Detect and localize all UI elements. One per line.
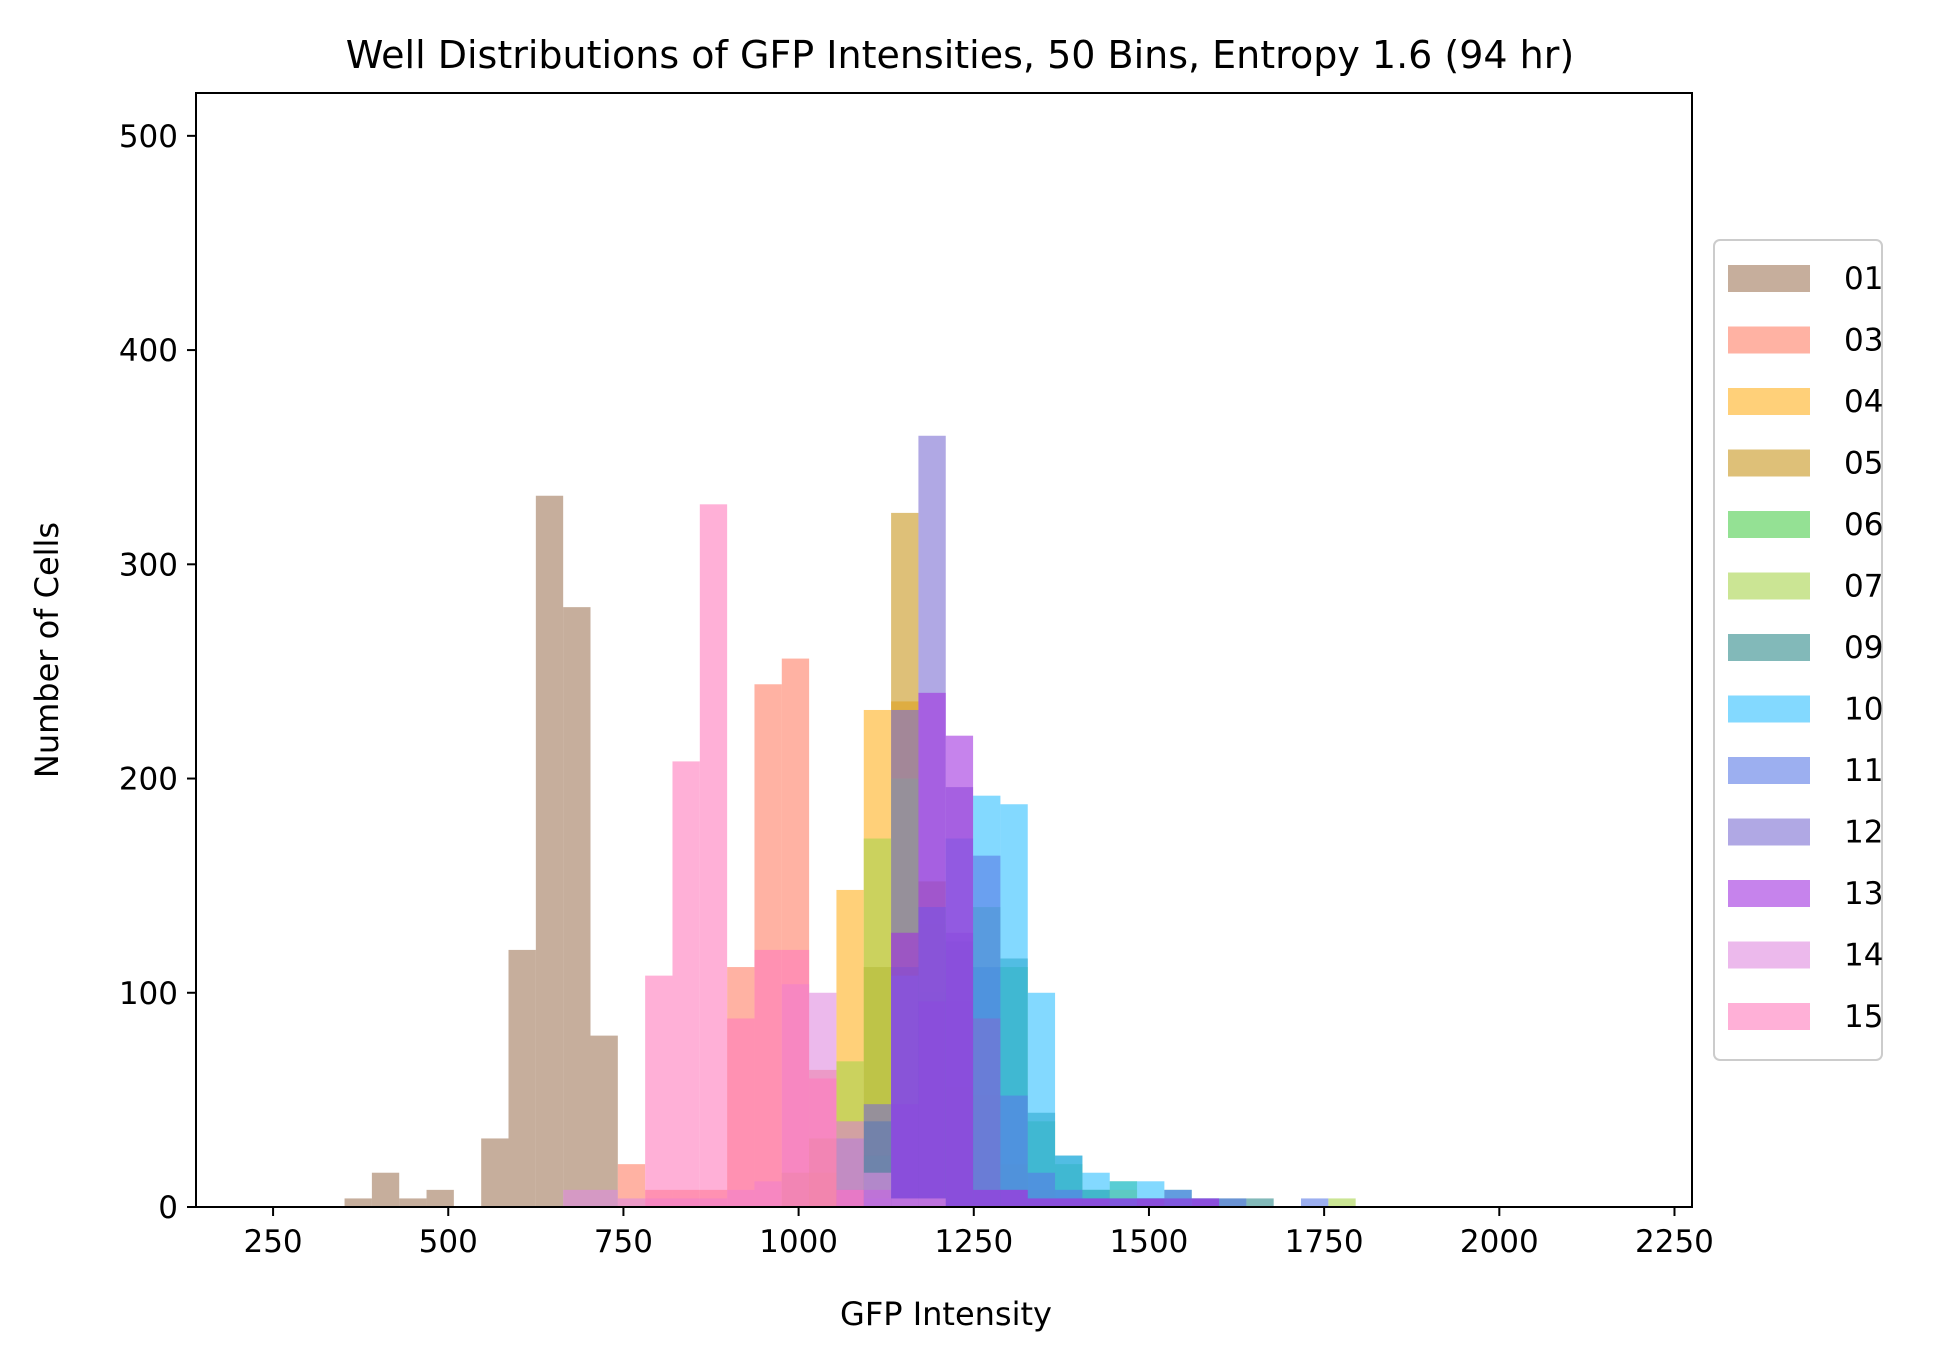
histogram-bar: [645, 975, 673, 1207]
legend-label: 01: [1844, 261, 1883, 297]
legend-swatch: [1728, 818, 1810, 846]
y-tick-label: 500: [119, 119, 178, 155]
histogram-bar: [891, 932, 919, 1207]
histogram-bar: [754, 949, 782, 1207]
legend-swatch: [1728, 449, 1810, 477]
x-tick-label: 750: [594, 1224, 653, 1260]
histogram-bar: [699, 504, 728, 1207]
legend-label: 05: [1844, 446, 1883, 482]
histogram-bar: [1000, 1189, 1028, 1207]
histogram-bar: [1027, 1198, 1056, 1207]
histogram-bar: [1219, 1198, 1247, 1207]
histogram-bar: [918, 1198, 946, 1207]
histogram-bar: [563, 1189, 591, 1207]
histogram-bar: [1082, 1198, 1110, 1207]
histogram-bar: [1055, 1198, 1083, 1207]
y-tick-label: 0: [158, 1190, 178, 1226]
legend-swatch: [1728, 1003, 1810, 1030]
x-tick-label: 1500: [1110, 1224, 1189, 1260]
x-tick-label: 1250: [934, 1224, 1013, 1260]
series-01: [344, 495, 618, 1207]
legend: 01 03 04 05 06 07 09 10 11 12 13 14 15: [1713, 239, 1883, 1061]
y-tick-label: 400: [119, 333, 178, 369]
legend-label: 06: [1844, 507, 1883, 543]
histogram-bar: [1191, 1198, 1220, 1207]
histogram-bar: [590, 1035, 618, 1207]
y-tick-label: 200: [119, 762, 178, 798]
histogram-bar: [809, 1078, 837, 1207]
x-axis-label: GFP Intensity: [840, 1295, 1052, 1333]
histogram-bar: [371, 1172, 400, 1207]
y-axis-label: Number of Cells: [28, 522, 66, 778]
legend-swatch: [1728, 388, 1810, 415]
histogram-bar: [344, 1198, 372, 1207]
legend-label: 04: [1844, 384, 1883, 420]
histogram-bar: [1246, 1198, 1274, 1207]
legend-swatch: [1728, 757, 1810, 784]
legend-swatch: [1728, 326, 1810, 354]
legend-swatch: [1728, 511, 1810, 538]
histogram-bar: [590, 1189, 618, 1207]
x-tick-label: 250: [243, 1224, 302, 1260]
histogram-bar: [891, 1198, 919, 1207]
histogram-bar: [973, 1018, 1001, 1207]
histogram-bar: [1027, 992, 1056, 1207]
legend-label: 15: [1844, 999, 1883, 1035]
histogram-bar: [836, 1189, 864, 1207]
x-tick-label: 500: [419, 1224, 478, 1260]
legend-label: 07: [1844, 569, 1883, 605]
histogram-bar: [563, 607, 591, 1207]
legend-label: 10: [1844, 692, 1883, 728]
histogram-bar: [1164, 1198, 1192, 1207]
histogram-bar: [973, 1189, 1001, 1207]
histogram-bar: [399, 1198, 427, 1207]
histogram-bar: [617, 1198, 646, 1207]
y-axis: 0 100 200 300 400 500: [119, 119, 196, 1226]
plot-bars: [344, 435, 1356, 1207]
histogram-bar: [672, 761, 700, 1207]
histogram-bar: [1328, 1198, 1356, 1207]
legend-swatch: [1728, 634, 1810, 661]
plot-frame: [195, 92, 1693, 1208]
legend-label: 11: [1844, 753, 1883, 789]
legend-label: 13: [1844, 876, 1883, 912]
chart-title: Well Distributions of GFP Intensities, 5…: [346, 33, 1574, 77]
histogram-bar: [1109, 1198, 1138, 1207]
histogram-bar: [508, 949, 536, 1207]
y-tick-label: 100: [119, 976, 178, 1012]
x-tick-label: 1000: [759, 1224, 838, 1260]
x-axis: 250 500 750 1000 1250 1500 1750 2000 2250: [243, 1207, 1714, 1260]
legend-swatch: [1728, 265, 1810, 292]
x-tick-label: 1750: [1285, 1224, 1364, 1260]
histogram-bar: [863, 1172, 892, 1207]
series-15: [645, 504, 864, 1207]
legend-swatch: [1728, 572, 1810, 600]
legend-label: 14: [1844, 938, 1883, 974]
legend-label: 03: [1844, 323, 1883, 359]
histogram-bar: [426, 1189, 454, 1207]
legend-swatch: [1728, 941, 1810, 969]
y-tick-label: 300: [119, 547, 178, 583]
histogram-bar: [1000, 1095, 1028, 1207]
histogram-bar: [727, 1018, 755, 1207]
x-tick-label: 2250: [1635, 1224, 1714, 1260]
histogram-bar: [945, 735, 974, 1207]
legend-swatch: [1728, 880, 1810, 907]
histogram-bar: [781, 949, 810, 1207]
legend-label: 09: [1844, 630, 1883, 666]
histogram-bar: [481, 1138, 509, 1207]
histogram-bar: [535, 495, 564, 1207]
x-tick-label: 2000: [1460, 1224, 1539, 1260]
legend-swatch: [1728, 695, 1810, 723]
histogram-bar: [1301, 1198, 1329, 1207]
histogram-bar: [918, 692, 946, 1207]
legend-label: 12: [1844, 815, 1883, 851]
series-13: [836, 692, 1220, 1207]
histogram-bar: [1137, 1198, 1165, 1207]
